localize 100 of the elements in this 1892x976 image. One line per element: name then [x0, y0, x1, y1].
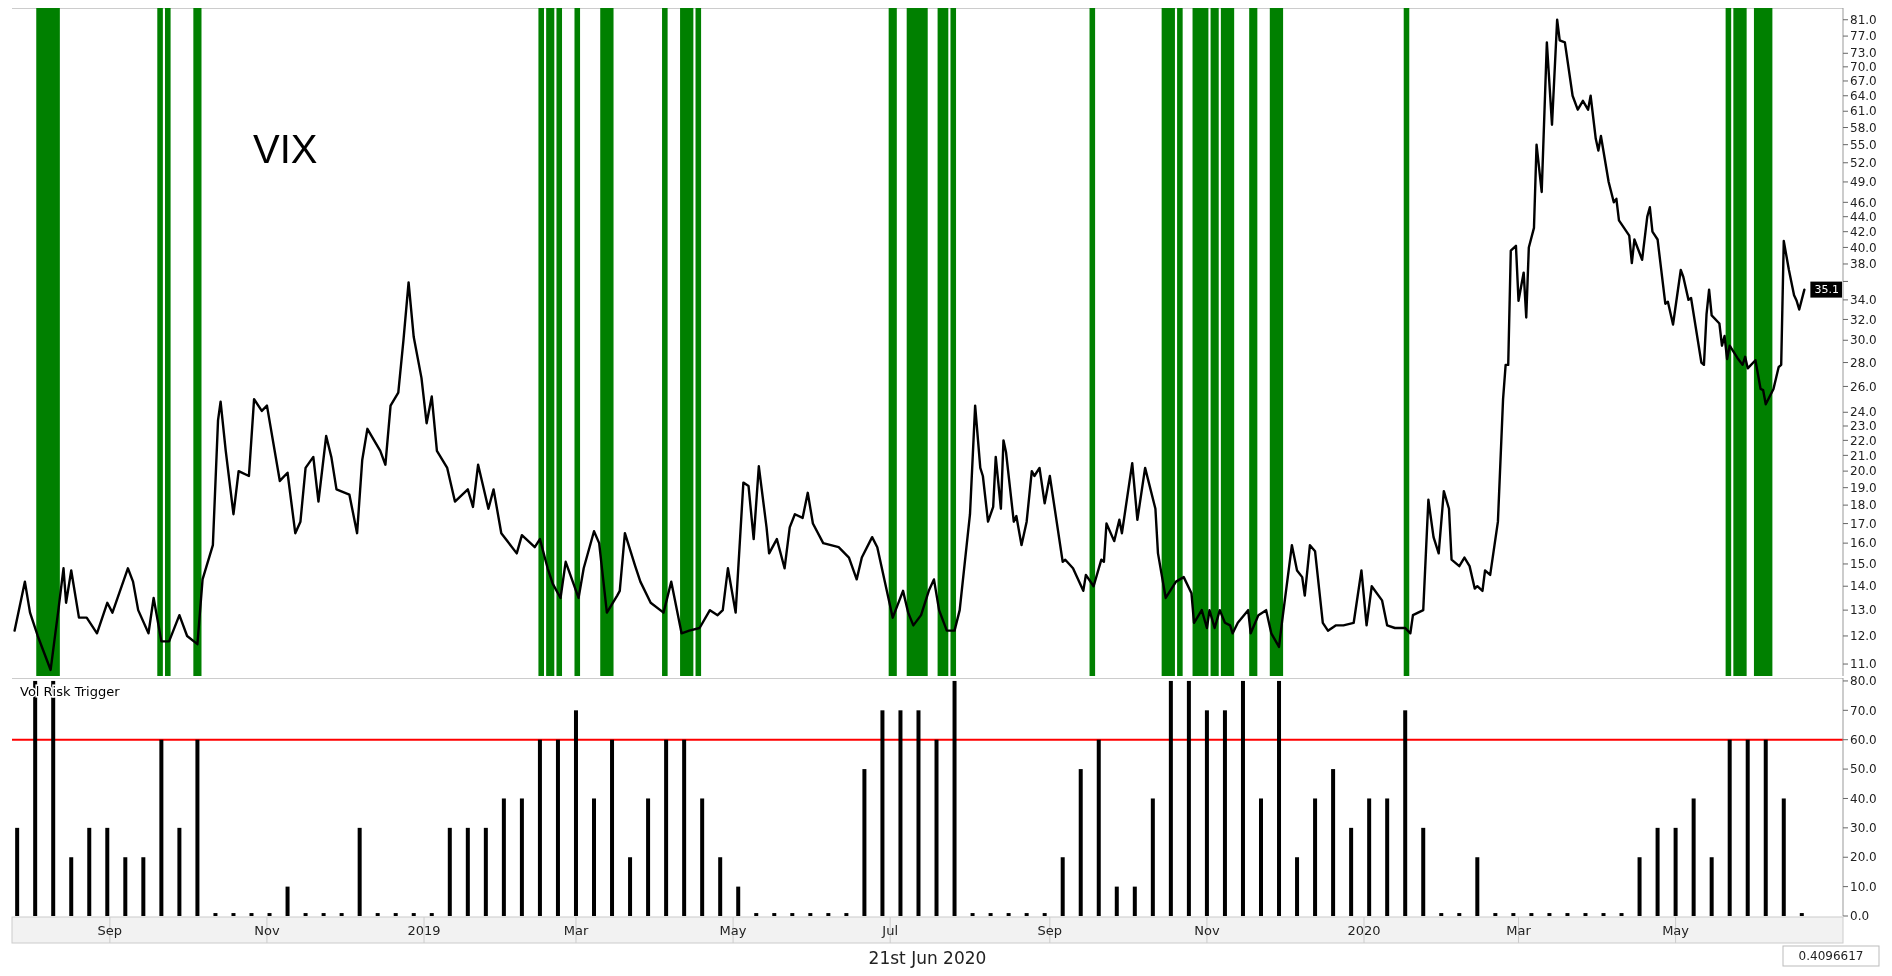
bar — [1655, 827, 1660, 916]
x-tick-label: Jul — [881, 923, 898, 938]
bar — [1024, 913, 1029, 916]
y-tick-label: 28.0 — [1850, 355, 1877, 370]
y-tick-label: 21.0 — [1850, 448, 1877, 463]
y-tick-label: 38.0 — [1850, 257, 1877, 272]
bar — [429, 913, 434, 916]
bar — [826, 913, 831, 916]
bar — [411, 913, 416, 916]
bar — [844, 913, 849, 916]
bar — [519, 798, 524, 916]
bar — [357, 827, 362, 916]
bar — [1421, 827, 1426, 916]
x-tick-label: Mar — [1506, 923, 1532, 938]
bar — [375, 913, 380, 916]
y-tick-label: 34.0 — [1850, 293, 1877, 308]
bar — [501, 798, 506, 916]
bar — [1385, 798, 1390, 916]
bar — [664, 739, 669, 916]
bar — [285, 886, 290, 916]
y-tick-label: 15.0 — [1850, 557, 1877, 572]
y-tick-label: 40.0 — [1850, 240, 1877, 255]
bar — [1457, 913, 1462, 916]
bar — [1222, 710, 1227, 916]
y-tick-label: 70.0 — [1850, 60, 1877, 75]
bar — [934, 739, 939, 916]
bar — [159, 739, 164, 916]
bar — [213, 913, 218, 916]
y-tick-label: 40.0 — [1850, 791, 1877, 806]
text: VIX — [253, 127, 318, 171]
text: 21st Jun 2020 — [868, 948, 987, 968]
x-tick-label: May — [1662, 923, 1690, 938]
y-tick-label: 26.0 — [1850, 379, 1877, 394]
bar — [537, 739, 542, 916]
bar — [1619, 913, 1624, 916]
y-tick-label: 55.0 — [1850, 137, 1877, 152]
y-tick-label: 42.0 — [1850, 224, 1877, 239]
bar — [1060, 857, 1065, 916]
bar — [1204, 710, 1209, 916]
bar — [790, 913, 795, 916]
x-tick-label: May — [719, 923, 747, 938]
x-tick-label: Mar — [563, 923, 589, 938]
bar — [483, 827, 488, 916]
bar — [1781, 798, 1786, 916]
bar — [267, 913, 272, 916]
bar — [321, 913, 326, 916]
y-tick-label: 16.0 — [1850, 536, 1877, 551]
y-tick-label: 14.0 — [1850, 579, 1877, 594]
bar — [123, 857, 128, 916]
y-tick-label: 81.0 — [1850, 12, 1877, 27]
bar — [610, 739, 615, 916]
bar — [682, 739, 687, 916]
bar — [952, 680, 957, 916]
bar — [718, 857, 723, 916]
x-tick-label: 2020 — [1347, 923, 1381, 938]
bar — [1150, 798, 1155, 916]
bar — [447, 827, 452, 916]
bar — [555, 739, 560, 916]
bar — [1565, 913, 1570, 916]
bar — [1295, 857, 1300, 916]
bar — [1745, 739, 1750, 916]
y-tick-label: 44.0 — [1850, 209, 1877, 224]
bar — [1240, 680, 1245, 916]
bar — [772, 913, 777, 916]
bar — [69, 857, 74, 916]
y-tick-label: 11.0 — [1850, 657, 1877, 672]
bar — [1186, 680, 1191, 916]
bar — [1114, 886, 1119, 916]
y-tick-label: 49.0 — [1850, 175, 1877, 190]
annotation: 35.1 — [1814, 283, 1839, 297]
bar — [898, 710, 903, 916]
bar — [754, 913, 759, 916]
bar — [1042, 913, 1047, 916]
bar — [1511, 913, 1516, 916]
bar — [1331, 769, 1336, 916]
bar — [339, 913, 344, 916]
x-tick-label: 2019 — [407, 923, 441, 938]
y-tick-label: 23.0 — [1850, 419, 1877, 434]
y-tick-label: 19.0 — [1850, 480, 1877, 495]
y-tick-label: 73.0 — [1850, 46, 1877, 61]
bar — [970, 913, 975, 916]
y-tick-label: 20.0 — [1850, 850, 1877, 865]
y-tick-label: 46.0 — [1850, 195, 1877, 210]
y-tick-label: 70.0 — [1850, 703, 1877, 718]
y-tick-label: 24.0 — [1850, 405, 1877, 420]
y-tick-label: 64.0 — [1850, 88, 1877, 103]
bar — [1799, 913, 1804, 916]
bar — [1439, 913, 1444, 916]
bar — [1349, 827, 1354, 916]
bar — [1367, 798, 1372, 916]
bar — [249, 913, 254, 916]
bar — [1637, 857, 1642, 916]
bar — [1096, 739, 1101, 916]
bar — [700, 798, 705, 916]
bar — [1168, 680, 1173, 916]
text: 0.4096617 — [1798, 949, 1864, 964]
bar — [988, 913, 993, 916]
bar — [1475, 857, 1480, 916]
y-tick-label: 60.0 — [1850, 732, 1877, 747]
bar — [1493, 913, 1498, 916]
